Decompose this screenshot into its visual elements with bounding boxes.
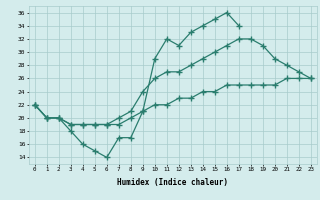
- X-axis label: Humidex (Indice chaleur): Humidex (Indice chaleur): [117, 178, 228, 187]
